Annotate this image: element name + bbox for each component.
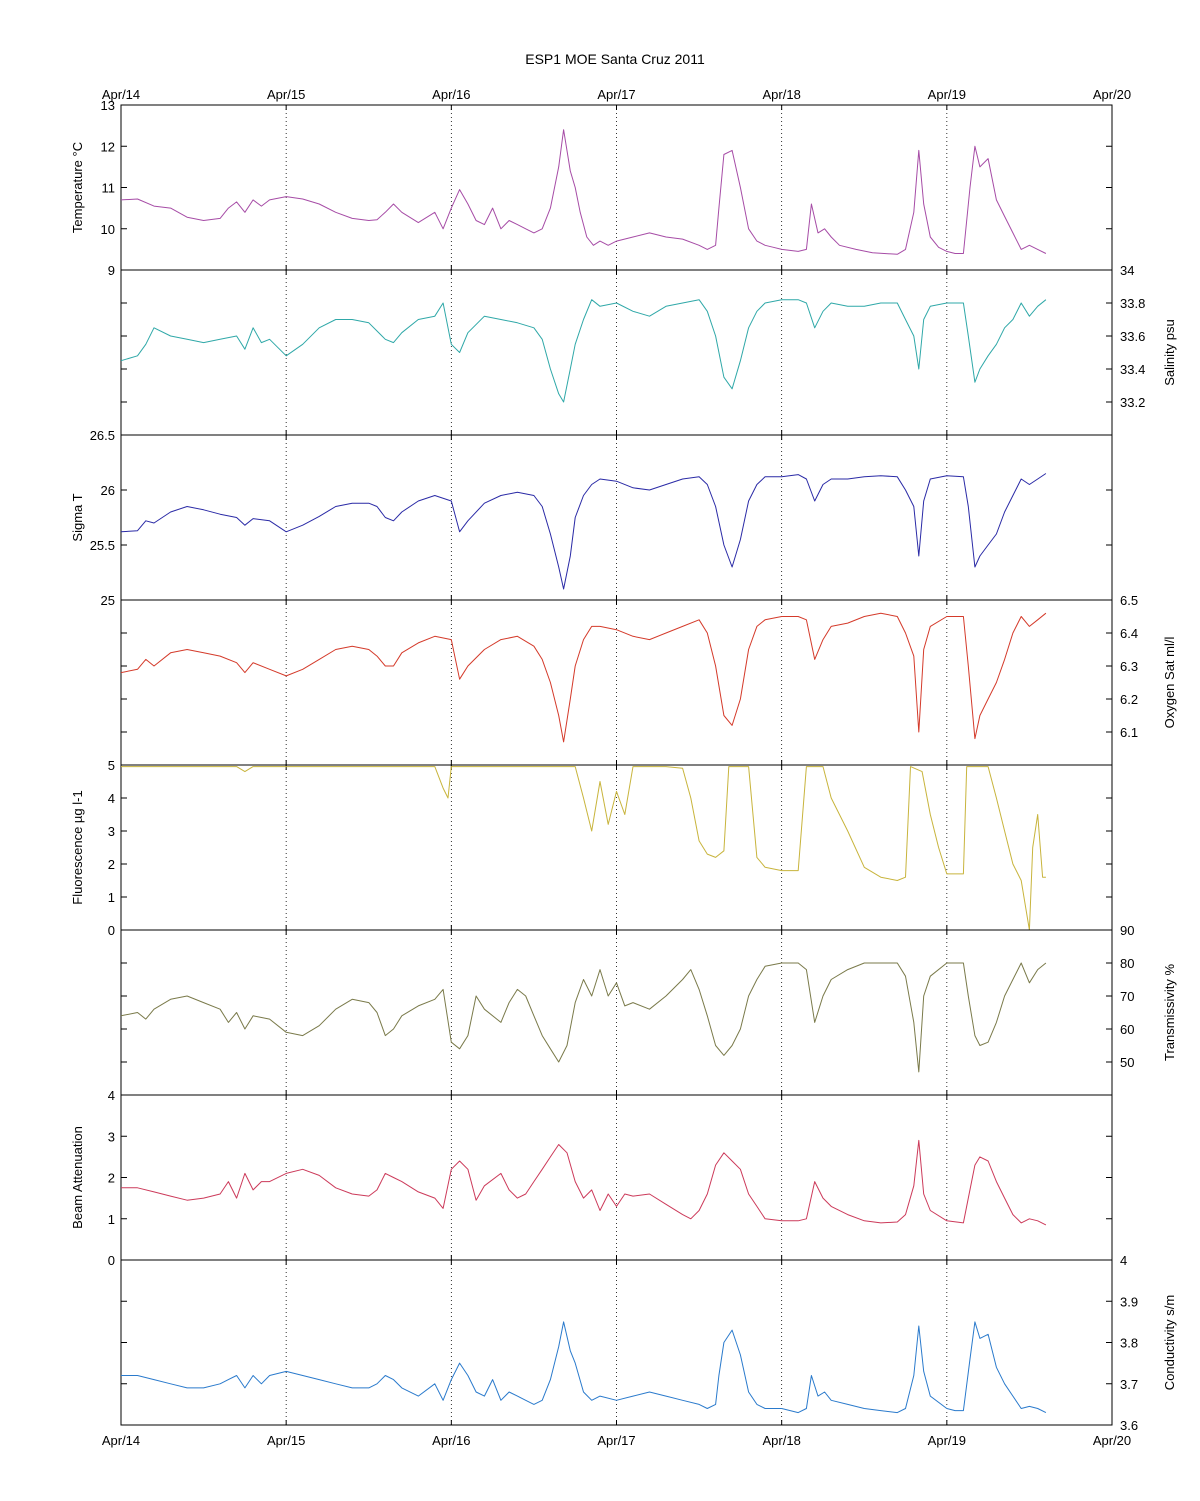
y-tick-label: 50 [1120,1055,1134,1070]
y-axis-label-temperature: Temperature °C [70,142,85,233]
y-tick-label: 34 [1120,263,1134,278]
x-tick-label-bottom: Apr/19 [928,1433,966,1448]
y-tick-label: 0 [108,1253,115,1268]
y-tick-label: 33.8 [1120,296,1145,311]
y-tick-label: 25.5 [90,538,115,553]
x-tick-label-top: Apr/17 [597,87,635,102]
series-line-salinity [120,299,1047,403]
y-tick-label: 9 [108,263,115,278]
y-tick-label: 80 [1120,956,1134,971]
y-tick-label: 1 [108,890,115,905]
y-tick-label: 26 [101,483,115,498]
y-tick-label: 3 [108,1129,115,1144]
y-tick-label: 0 [108,923,115,938]
y-tick-label: 60 [1120,1022,1134,1037]
x-tick-label-bottom: Apr/18 [763,1433,801,1448]
y-tick-label: 33.6 [1120,329,1145,344]
y-tick-label: 6.2 [1120,692,1138,707]
y-tick-label: 4 [108,1088,115,1103]
y-tick-label: 4 [1120,1253,1127,1268]
y-axis-label-conductivity: Conductivity s/m [1162,1295,1177,1390]
x-tick-label-top: Apr/16 [432,87,470,102]
series-line-transmissivity [120,962,1047,1073]
chart-title: ESP1 MOE Santa Cruz 2011 [525,51,705,67]
y-tick-label: 6.1 [1120,725,1138,740]
y-tick-label: 3.8 [1120,1336,1138,1351]
x-tick-label-top: Apr/18 [763,87,801,102]
y-tick-label: 12 [101,139,115,154]
panel-temperature: 9 10 11 12 13 Temperature °C [70,98,1113,278]
panel-salinity: 33.2 33.4 33.6 33.8 34 Salinity psu [120,263,1177,436]
y-tick-label: 6.3 [1120,659,1138,674]
y-tick-label: 11 [102,181,116,196]
y-tick-label: 2 [108,857,115,872]
y-tick-label: 3 [108,824,115,839]
x-tick-label-top: Apr/19 [928,87,966,102]
y-tick-label: 2 [108,1171,115,1186]
series-line-oxygen [120,612,1047,743]
y-tick-label: 90 [1120,923,1134,938]
y-tick-label: 25 [101,593,115,608]
series-line-fluorescence [121,766,1046,931]
y-tick-label: 33.2 [1120,395,1145,410]
x-tick-label-bottom: Apr/14 [102,1433,140,1448]
x-tick-label-bottom: Apr/15 [267,1433,305,1448]
panel-sigma-t: 25 25.5 26 26.5 Sigma T [70,428,1113,608]
y-axis-label-oxygen: Oxygen Sat ml/l [1162,637,1177,729]
panel-conductivity: 3.6 3.7 3.8 3.9 4 Conductivity s/m [120,1253,1177,1433]
panel-beam-attenuation: 0 1 2 3 4 Beam Attenuation [70,1088,1113,1268]
y-tick-label: 5 [108,758,115,773]
y-tick-label: 70 [1120,989,1134,1004]
panel-oxygen: 6.1 6.2 6.3 6.4 6.5 Oxygen Sat ml/l [120,593,1177,766]
y-tick-label: 33.4 [1120,362,1145,377]
x-tick-label-bottom: Apr/20 [1093,1433,1131,1448]
y-tick-label: 6.4 [1120,626,1138,641]
y-tick-label: 10 [101,222,115,237]
y-tick-label: 4 [108,791,115,806]
x-tick-label-bottom: Apr/17 [597,1433,635,1448]
x-tick-label-bottom: Apr/16 [432,1433,470,1448]
series-line-conductivity [121,1321,1047,1414]
top-x-tick-labels: Apr/14 Apr/15 Apr/16 Apr/17 Apr/18 Apr/19 Apr/… [102,87,1131,102]
series-line-beam-attenuation [121,1139,1047,1226]
bottom-x-tick-labels: Apr/14 Apr/15 Apr/16 Apr/17 Apr/18 Apr/19 Apr/… [102,1433,1131,1448]
y-axis-label-transmissivity: Transmissivity % [1162,964,1177,1061]
y-tick-label: 3.7 [1120,1377,1138,1392]
y-tick-label: 1 [108,1212,115,1227]
y-tick-label: 13 [101,98,115,113]
series-line-sigma-t [120,473,1047,590]
y-tick-label: 26.5 [90,428,115,443]
y-axis-label-fluorescence: Fluorescence µg l-1 [70,790,85,904]
x-tick-label-top: Apr/15 [267,87,305,102]
y-axis-label-salinity: Salinity psu [1162,319,1177,385]
y-axis-label-sigma-t: Sigma T [70,493,85,541]
y-axis-label-beam-attenuation: Beam Attenuation [70,1126,85,1229]
series-line-temperature [120,129,1047,255]
y-tick-label: 3.9 [1120,1294,1138,1309]
panel-transmissivity: 50 60 70 80 90 Transmissivity % [120,923,1177,1096]
panel-fluorescence: 0 1 2 3 4 5 Fluorescence µg l-1 [70,758,1113,938]
y-tick-label: 6.5 [1120,593,1138,608]
y-tick-label: 3.6 [1120,1418,1138,1433]
x-tick-label-top: Apr/20 [1093,87,1131,102]
x-tick-label-top: Apr/14 [102,87,140,102]
